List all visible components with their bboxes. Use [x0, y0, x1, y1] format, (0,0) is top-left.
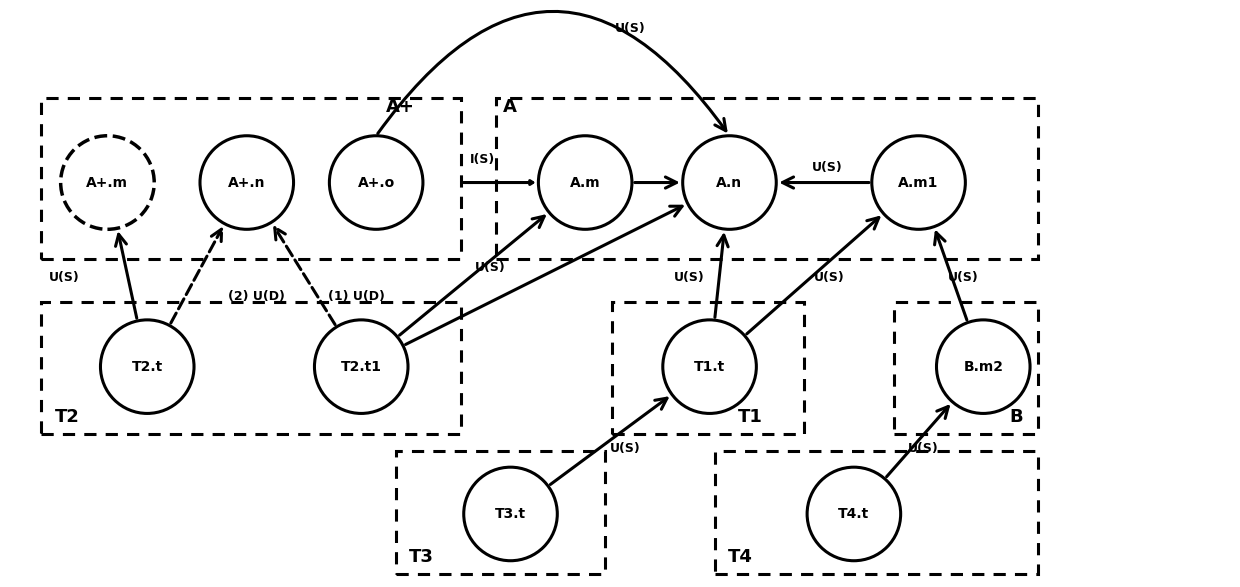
Text: U(S): U(S) — [615, 22, 645, 35]
Text: (1) U(D): (1) U(D) — [327, 291, 384, 303]
Text: T1.t: T1.t — [694, 360, 725, 374]
Circle shape — [100, 320, 193, 413]
Text: U(S): U(S) — [475, 261, 506, 274]
Circle shape — [61, 136, 154, 230]
FancyArrowPatch shape — [378, 11, 725, 133]
Text: U(S): U(S) — [949, 271, 978, 284]
Circle shape — [807, 467, 900, 561]
Circle shape — [330, 136, 423, 230]
Text: I(S): I(S) — [470, 153, 495, 166]
Text: T4: T4 — [728, 548, 753, 566]
Text: A+.m: A+.m — [87, 176, 129, 190]
Text: T3: T3 — [409, 548, 434, 566]
Text: U(S): U(S) — [908, 442, 939, 455]
Text: A+.o: A+.o — [357, 176, 394, 190]
Circle shape — [315, 320, 408, 413]
Circle shape — [464, 467, 557, 561]
Text: T2.t: T2.t — [131, 360, 162, 374]
Text: T3.t: T3.t — [495, 507, 526, 521]
Circle shape — [538, 136, 632, 230]
Text: A+.n: A+.n — [228, 176, 265, 190]
Text: (2) U(D): (2) U(D) — [228, 291, 285, 303]
Text: U(S): U(S) — [610, 442, 640, 455]
Text: U(S): U(S) — [813, 271, 844, 284]
Circle shape — [683, 136, 776, 230]
Text: U(S): U(S) — [50, 271, 81, 284]
Text: U(S): U(S) — [675, 271, 706, 284]
Circle shape — [872, 136, 966, 230]
Circle shape — [663, 320, 756, 413]
Text: B.m2: B.m2 — [963, 360, 1003, 374]
Text: B: B — [1009, 409, 1023, 426]
Text: T4.t: T4.t — [838, 507, 869, 521]
Text: T2: T2 — [55, 409, 79, 426]
Text: A+: A+ — [386, 98, 415, 116]
Circle shape — [200, 136, 294, 230]
Circle shape — [936, 320, 1030, 413]
Text: A.m: A.m — [570, 176, 600, 190]
Text: A.n: A.n — [717, 176, 743, 190]
Text: U(S): U(S) — [812, 161, 842, 174]
Text: T1: T1 — [738, 409, 763, 426]
Text: T2.t1: T2.t1 — [341, 360, 382, 374]
Text: A: A — [502, 98, 516, 116]
Text: A.m1: A.m1 — [899, 176, 939, 190]
